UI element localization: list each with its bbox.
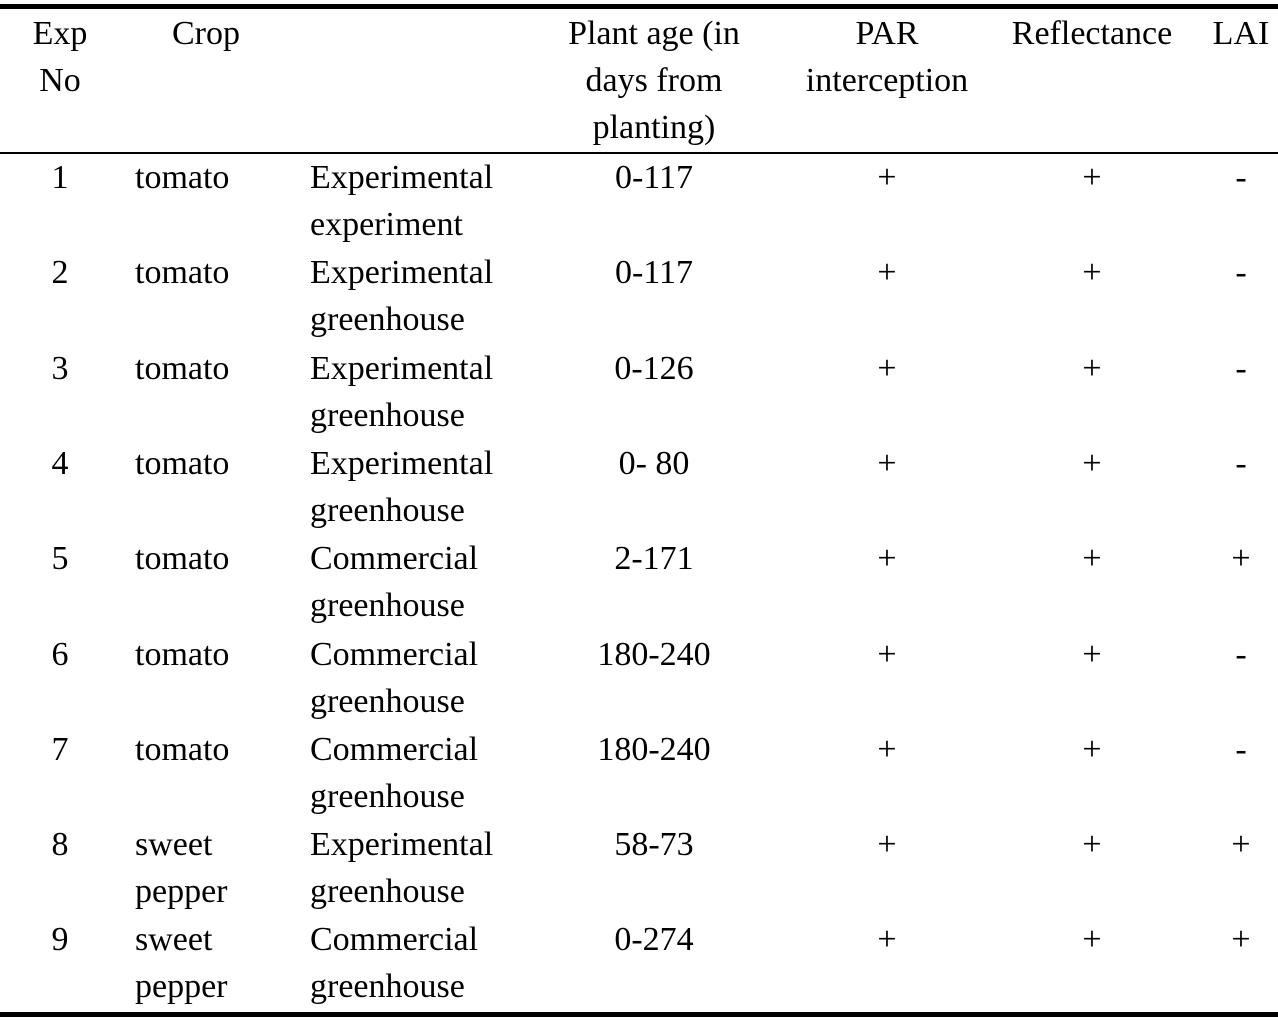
cell-exp-no: 4 <box>51 445 69 482</box>
cell-reflectance: + <box>1082 254 1102 291</box>
cell-plant-age: 0-274 <box>614 921 694 958</box>
cell-exp-no: 5 <box>51 540 69 577</box>
cell-crop: tomato <box>135 445 230 482</box>
header-rule <box>0 152 1278 154</box>
cell-reflectance: + <box>1082 540 1102 577</box>
cell-plant-age: 180-240 <box>597 731 711 768</box>
cell-par-interception: + <box>877 731 897 768</box>
cell-exp-no: 8 <box>51 826 69 863</box>
cell-par-interception: + <box>877 350 897 387</box>
header-par-interception: PAR interception <box>805 15 969 99</box>
cell-exp-no: 9 <box>51 921 69 958</box>
cell-plant-age: 0-117 <box>614 254 694 291</box>
cell-par-interception: + <box>877 445 897 482</box>
cell-setting: Commercial greenhouse <box>310 540 479 624</box>
cell-reflectance: + <box>1082 731 1102 768</box>
cell-crop: tomato <box>135 731 230 768</box>
cell-setting: Commercial greenhouse <box>310 731 479 815</box>
cell-lai: - <box>1235 445 1247 482</box>
cell-par-interception: + <box>877 921 897 958</box>
cell-setting: Commercial greenhouse <box>310 636 479 720</box>
cell-plant-age: 180-240 <box>597 636 711 673</box>
cell-lai: - <box>1235 731 1247 768</box>
cell-crop: tomato <box>135 636 230 673</box>
cell-lai: + <box>1231 921 1251 958</box>
cell-plant-age: 58-73 <box>614 826 694 863</box>
cell-setting: Experimental greenhouse <box>310 350 494 434</box>
table-bottom-rule <box>0 1012 1278 1017</box>
cell-reflectance: + <box>1082 921 1102 958</box>
cell-setting: Commercial greenhouse <box>310 921 479 1005</box>
cell-exp-no: 1 <box>51 159 69 196</box>
cell-setting: Experimental greenhouse <box>310 254 494 338</box>
cell-lai: - <box>1235 636 1247 673</box>
cell-par-interception: + <box>877 254 897 291</box>
cell-par-interception: + <box>877 159 897 196</box>
cell-plant-age: 2-171 <box>614 540 694 577</box>
cell-crop: sweet pepper <box>135 921 228 1005</box>
cell-reflectance: + <box>1082 826 1102 863</box>
cell-reflectance: + <box>1082 350 1102 387</box>
cell-exp-no: 7 <box>51 731 69 768</box>
cell-exp-no: 6 <box>51 636 69 673</box>
cell-lai: - <box>1235 350 1247 387</box>
cell-lai: + <box>1231 540 1251 577</box>
cell-crop: tomato <box>135 254 230 291</box>
cell-lai: + <box>1231 826 1251 863</box>
cell-lai: - <box>1235 254 1247 291</box>
header-crop: Crop <box>172 15 240 52</box>
cell-crop: tomato <box>135 159 230 196</box>
cell-crop: tomato <box>135 350 230 387</box>
cell-reflectance: + <box>1082 159 1102 196</box>
cell-setting: Experimental experiment <box>310 159 494 243</box>
header-plant-age: Plant age (in days from planting) <box>568 15 740 146</box>
cell-reflectance: + <box>1082 636 1102 673</box>
header-reflectance: Reflectance <box>1011 15 1173 52</box>
header-exp-no: Exp No <box>32 15 88 99</box>
cell-crop: tomato <box>135 540 230 577</box>
cell-par-interception: + <box>877 636 897 673</box>
cell-plant-age: 0-126 <box>614 350 694 387</box>
cell-plant-age: 0- 80 <box>618 445 690 482</box>
cell-setting: Experimental greenhouse <box>310 826 494 910</box>
cell-setting: Experimental greenhouse <box>310 445 494 529</box>
cell-par-interception: + <box>877 826 897 863</box>
cell-exp-no: 3 <box>51 350 69 387</box>
cell-exp-no: 2 <box>51 254 69 291</box>
cell-par-interception: + <box>877 540 897 577</box>
cell-crop: sweet pepper <box>135 826 228 910</box>
cell-plant-age: 0-117 <box>614 159 694 196</box>
header-lai: LAI <box>1212 15 1270 52</box>
cell-reflectance: + <box>1082 445 1102 482</box>
table-top-rule <box>0 4 1278 9</box>
cell-lai: - <box>1235 159 1247 196</box>
